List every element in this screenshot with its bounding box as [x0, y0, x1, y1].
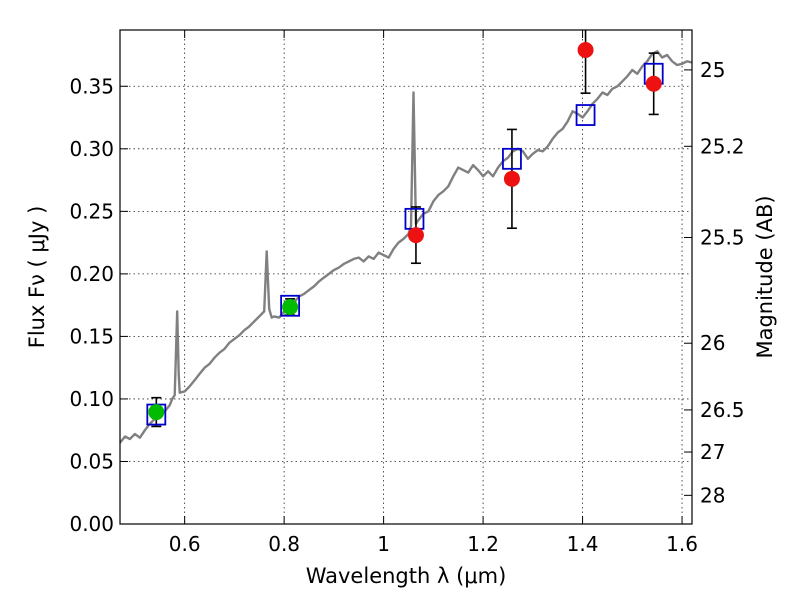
y2-tick-label: 27: [700, 440, 725, 464]
spectrum-line: [119, 50, 693, 444]
x-tick-label: 0.6: [169, 532, 201, 556]
y2-axis-title: Magnitude (AB): [753, 195, 777, 358]
y-tick-label: 0.05: [69, 449, 114, 473]
y2-tick-label: 25.2: [700, 134, 745, 158]
y2-tick-label: 26: [700, 331, 725, 355]
y2-tick-label: 25: [700, 58, 725, 82]
y-tick-label: 0.30: [69, 137, 114, 161]
x-tick-label: 1.2: [467, 532, 499, 556]
y2-axis-title-text: Magnitude (AB): [753, 195, 777, 358]
grid-layer: [120, 30, 692, 525]
model-square-marker: [502, 147, 522, 170]
x-tick-label: 1.4: [567, 532, 599, 556]
y-tick-label: 0.15: [69, 324, 114, 348]
tick-layer: 0.6 0.8 1 1.2 1.4 1.6 0.00 0.05 0.10 0.15 0.20 0.25…: [69, 30, 745, 556]
y-tick-label: 0.10: [69, 387, 114, 411]
infrared-point: [577, 42, 594, 59]
y-tick-label: 0.20: [69, 262, 114, 286]
y2-tick-label: 28: [700, 483, 725, 507]
model-square-marker: [280, 294, 301, 317]
x-tick-label: 1: [377, 532, 390, 556]
spectrum-layer: [119, 50, 693, 444]
y-tick-label: 0.25: [69, 199, 114, 223]
infrared-point: [503, 170, 520, 187]
infrared-point: [407, 227, 424, 244]
marker-layer: [146, 42, 664, 426]
y2-tick-label: 26.5: [700, 398, 745, 422]
y-axis-title-text: Flux Fν ( μJy ): [25, 206, 49, 349]
optical-point: [282, 299, 299, 316]
plot-frame: [119, 29, 693, 525]
x-tick-label: 0.8: [268, 532, 300, 556]
infrared-point: [645, 75, 662, 92]
y-tick-label: 0.00: [69, 512, 114, 536]
y-axis-title: Flux Fν ( μJy ): [25, 206, 49, 349]
y-tick-label: 0.35: [69, 74, 114, 98]
y2-tick-label: 25.5: [700, 225, 745, 249]
optical-point: [148, 404, 165, 421]
model-square-marker: [575, 104, 596, 126]
x-tick-label: 1.6: [666, 532, 698, 556]
x-axis-title-text: Wavelength λ (μm): [306, 564, 507, 588]
x-axis-title: Wavelength λ (μm): [306, 564, 507, 588]
